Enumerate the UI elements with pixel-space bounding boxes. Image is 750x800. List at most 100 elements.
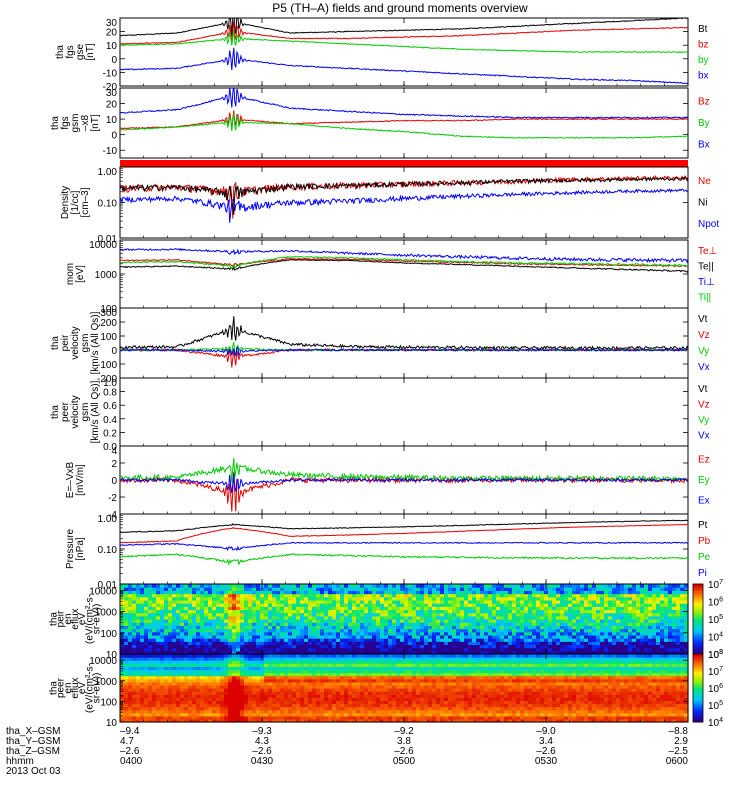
spectrogram-cell [456, 638, 461, 642]
spectrogram-cell [532, 593, 537, 598]
spectrogram-cell [360, 593, 365, 598]
spectrogram-cell [244, 691, 249, 695]
spectrogram-cell [172, 638, 177, 642]
spectrogram-cell [496, 615, 501, 620]
spectrogram-cell [272, 703, 277, 708]
y-axis-label-line: peir [56, 610, 67, 627]
spectrogram-cell [452, 587, 457, 591]
spectrogram-cell [560, 615, 565, 620]
spectrogram-cell [160, 606, 165, 611]
spectrogram-cell [364, 638, 369, 642]
spectrogram-cell [268, 647, 273, 652]
spectrogram-cell [176, 672, 181, 677]
spectrogram-cell [548, 584, 553, 588]
spectrogram-cell [452, 619, 457, 623]
spectrogram-cell [440, 615, 445, 620]
spectrogram-cell [172, 700, 177, 705]
spectrogram-cell [364, 590, 369, 595]
spectrogram-cell [448, 647, 453, 652]
spectrogram-cell [424, 593, 429, 598]
spectrogram-cell [316, 697, 321, 701]
spectrogram-cell [292, 619, 297, 623]
spectrogram-cell [540, 628, 545, 633]
spectrogram-cell [444, 650, 449, 655]
spectrogram-cell [172, 709, 177, 714]
spectrogram-cell [132, 715, 137, 720]
spectrogram-cell [644, 647, 649, 652]
spectrogram-cell [572, 631, 577, 636]
spectrogram-cell [276, 684, 281, 689]
spectrogram-cell [304, 650, 309, 655]
spectrogram-cell [196, 669, 201, 674]
spectrogram-cell [424, 631, 429, 636]
spectrogram-cell [476, 628, 481, 633]
spectrogram-cell [144, 684, 149, 689]
spectrogram-cell [372, 641, 377, 646]
spectrogram-cell [432, 619, 437, 623]
spectrogram-cell [248, 669, 253, 674]
spectrogram-cell [368, 619, 373, 623]
spectrogram-cell [344, 622, 349, 626]
spectrogram-cell [284, 660, 289, 664]
spectrogram-cell [684, 587, 689, 591]
spectrogram-cell [548, 596, 553, 601]
spectrogram-cell [176, 603, 181, 607]
spectrogram-cell [644, 628, 649, 633]
spectrogram-cell [312, 691, 317, 695]
spectrogram-cell [668, 596, 673, 601]
legend-entry: Ez [698, 454, 710, 465]
spectrogram-cell [304, 603, 309, 607]
spectrogram-cell [560, 606, 565, 611]
spectrogram-cell [492, 606, 497, 611]
spectrogram-cell [452, 609, 457, 614]
spectrogram-cell [336, 644, 341, 649]
spectrogram-cell [300, 606, 305, 611]
panels: 3020100-10-20thafgsgse[nT]Btbzbybx302010… [49, 17, 723, 729]
spectrogram-cell [188, 590, 193, 595]
spectrogram-cell [152, 609, 157, 614]
spectrogram-cell [372, 638, 377, 642]
spectrogram-cell [140, 606, 145, 611]
spectrogram-cell [188, 631, 193, 636]
spectrogram-cell [460, 641, 465, 646]
spectrogram-cell [276, 599, 281, 604]
spectrogram-cell [152, 644, 157, 649]
spectrogram-cell [248, 596, 253, 601]
spectrogram-cell [420, 590, 425, 595]
spectrogram-cell [644, 587, 649, 591]
spectrogram-cell [388, 634, 393, 639]
spectrogram-cell [160, 718, 165, 723]
spectrogram-cell [440, 609, 445, 614]
spectrogram-cell [448, 603, 453, 607]
spectrogram-cell [232, 691, 237, 695]
spectrogram-cell [668, 625, 673, 630]
spectrogram-cell [492, 638, 497, 642]
spectrogram-cell [260, 672, 265, 677]
spectrogram-cell [228, 603, 233, 607]
spectrogram-cell [324, 688, 329, 692]
spectrogram-cell [408, 622, 413, 626]
colorbar-tick-label: 107 [708, 579, 723, 591]
spectrogram-cell [572, 593, 577, 598]
spectrogram-cell [272, 628, 277, 633]
spectrogram-cell [372, 625, 377, 630]
y-axis-label-line: gsm [70, 114, 81, 133]
spectrogram-cell [280, 706, 285, 711]
spectrogram-cell [168, 619, 173, 623]
spectrogram-cell [292, 628, 297, 633]
spectrogram-cell [396, 587, 401, 591]
spectrogram-cell [200, 641, 205, 646]
spectrogram-cell [252, 666, 257, 671]
spectrogram-cell [564, 609, 569, 614]
spectrogram-cell [676, 609, 681, 614]
spectrogram-cell [508, 644, 513, 649]
spectrogram-cell [328, 606, 333, 611]
spectrogram-cell [288, 619, 293, 623]
spectrogram-cell [268, 599, 273, 604]
spectrogram-cell [616, 647, 621, 652]
spectrogram-cell [328, 669, 333, 674]
spectrogram-cell [144, 657, 149, 661]
spectrogram-cell [344, 606, 349, 611]
spectrogram-cell [212, 615, 217, 620]
